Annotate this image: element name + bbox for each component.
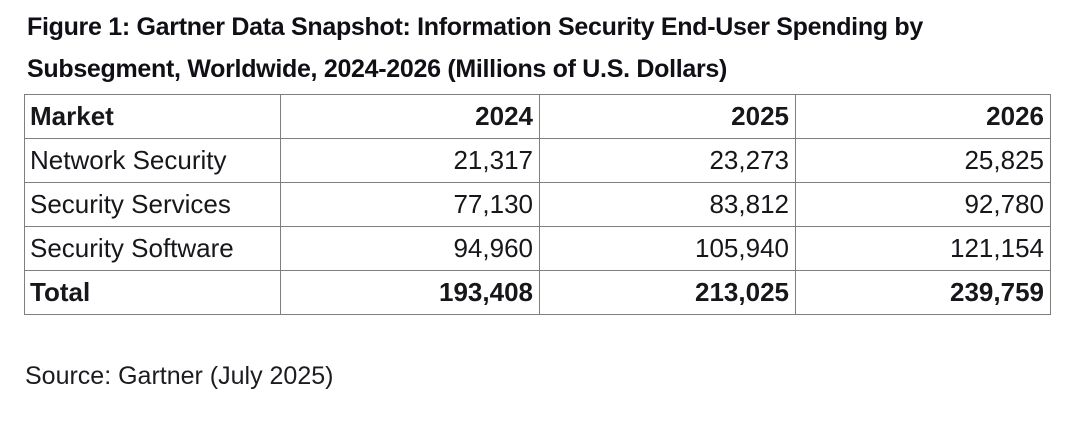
- figure-title-line1: Figure 1: Gartner Data Snapshot: Informa…: [27, 13, 923, 41]
- figure-title-line2: Subsegment, Worldwide, 2024-2026 (Millio…: [27, 55, 728, 83]
- market-cell: Security Services: [24, 182, 281, 227]
- value-cell-2025: 105,940: [539, 226, 796, 271]
- total-value-cell-2025: 213,025: [539, 270, 796, 315]
- column-header-2024: 2024: [280, 94, 540, 139]
- total-row: Total 193,408 213,025 239,759: [24, 270, 1051, 315]
- value-cell-2024: 77,130: [280, 182, 540, 227]
- table-row-security-services: Security Services 77,130 83,812 92,780: [24, 182, 1051, 227]
- total-value-cell-2026: 239,759: [795, 270, 1051, 315]
- value-cell-2024: 94,960: [280, 226, 540, 271]
- column-header-2025: 2025: [539, 94, 796, 139]
- table-row-security-software: Security Software 94,960 105,940 121,154: [24, 226, 1051, 271]
- value-cell-2026: 121,154: [795, 226, 1051, 271]
- column-header-market: Market: [24, 94, 281, 139]
- market-cell: Security Software: [24, 226, 281, 271]
- value-cell-2026: 25,825: [795, 138, 1051, 183]
- figure-title: Figure 1: Gartner Data Snapshot: Informa…: [27, 6, 1092, 90]
- market-cell: Network Security: [24, 138, 281, 183]
- value-cell-2025: 23,273: [539, 138, 796, 183]
- value-cell-2024: 21,317: [280, 138, 540, 183]
- header-row: Market 2024 2025 2026: [24, 94, 1051, 139]
- value-cell-2025: 83,812: [539, 182, 796, 227]
- column-header-2026: 2026: [795, 94, 1051, 139]
- total-value-cell-2024: 193,408: [280, 270, 540, 315]
- table-row-network-security: Network Security 21,317 23,273 25,825: [24, 138, 1051, 183]
- value-cell-2026: 92,780: [795, 182, 1051, 227]
- figure-container: Figure 1: Gartner Data Snapshot: Informa…: [24, 6, 1092, 390]
- total-label-cell: Total: [24, 270, 281, 315]
- source-note: Source: Gartner (July 2025): [25, 362, 334, 390]
- spending-table: Market 2024 2025 2026 Network Security 2…: [24, 94, 1051, 315]
